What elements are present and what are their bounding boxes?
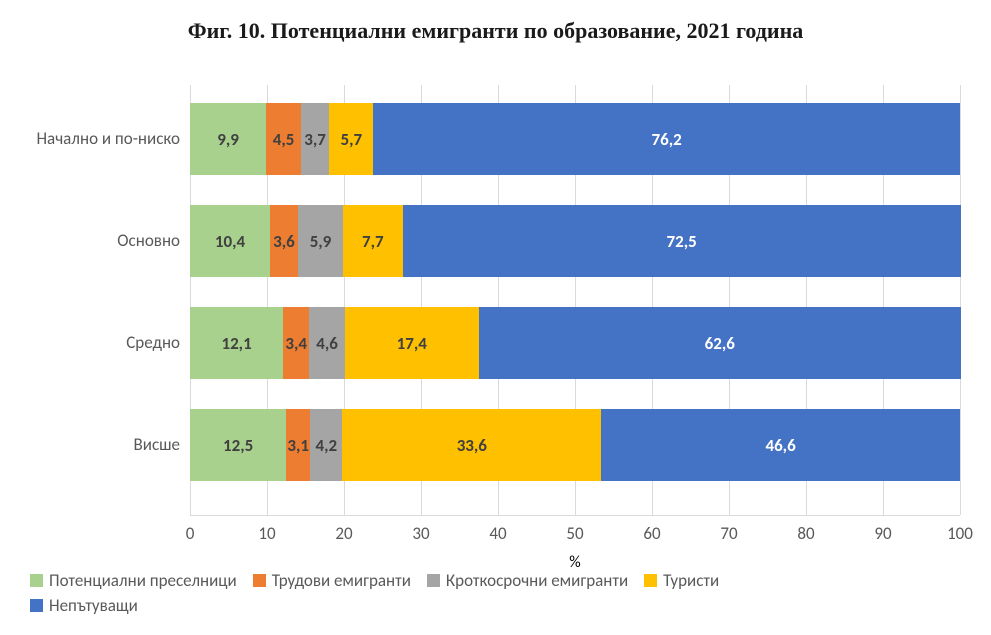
bar-segment [283, 307, 309, 379]
x-tick-label: 40 [489, 523, 506, 544]
bar-segment [309, 307, 344, 379]
bar-segment [190, 307, 283, 379]
legend-item: Трудови емигранти [253, 570, 411, 591]
legend-swatch [427, 574, 440, 587]
x-tick-label: 70 [720, 523, 737, 544]
bar-segment [403, 205, 961, 277]
bar-row: 9,94,53,75,776,2 [190, 103, 960, 175]
bar-row: 10,43,65,97,772,5 [190, 205, 960, 277]
bar-segment [301, 103, 329, 175]
x-tick-label: 10 [258, 523, 275, 544]
legend-swatch [30, 599, 43, 612]
x-tick-label: 60 [643, 523, 660, 544]
x-tick-label: 30 [412, 523, 429, 544]
category-label: Висше [10, 434, 180, 455]
bar-segment [298, 205, 343, 277]
x-tick-label: 0 [186, 523, 195, 544]
bar-row: 12,53,14,233,646,6 [190, 409, 960, 481]
x-tick-label: 80 [797, 523, 814, 544]
legend-item: Туристи [644, 570, 719, 591]
legend-swatch [30, 574, 43, 587]
bar-segment [479, 307, 961, 379]
legend-label: Туристи [663, 570, 719, 591]
x-tick-label: 50 [566, 523, 583, 544]
category-label: Начално и по-ниско [10, 128, 180, 149]
bar-segment [373, 103, 960, 175]
category-label: Основно [10, 230, 180, 251]
legend-label: Кроткосрочни емигранти [446, 570, 628, 591]
legend-swatch [253, 574, 266, 587]
legend-item: Кроткосрочни емигранти [427, 570, 628, 591]
bar-segment [270, 205, 298, 277]
chart-plot-area: 9,94,53,75,776,2 10,43,65,97,772,5 12,13,4… [190, 85, 960, 515]
bar-segment [601, 409, 960, 481]
bar-segment [343, 205, 402, 277]
bar-segment [310, 409, 342, 481]
legend-label: Потенциални преселници [49, 570, 237, 591]
bar-segment [190, 103, 266, 175]
bar-segment [329, 103, 373, 175]
legend-label: Трудови емигранти [272, 570, 411, 591]
bar-segment [345, 307, 479, 379]
gridline [960, 85, 961, 515]
x-tick-label: 90 [874, 523, 891, 544]
bar-segment [342, 409, 601, 481]
bar-row: 12,13,44,617,462,6 [190, 307, 960, 379]
bar-segment [190, 205, 270, 277]
x-tick-label: 20 [335, 523, 352, 544]
legend-item: Непътуващи [30, 595, 138, 616]
legend-item: Потенциални преселници [30, 570, 237, 591]
category-label: Средно [10, 332, 180, 353]
x-axis-line [190, 515, 960, 516]
bar-segment [190, 409, 286, 481]
chart-legend: Потенциални преселници Трудови емигранти К… [30, 570, 960, 620]
bar-segment [286, 409, 310, 481]
x-tick-label: 100 [947, 523, 973, 544]
chart-title: Фиг. 10. Потенциални емигранти по образо… [0, 0, 991, 54]
legend-swatch [644, 574, 657, 587]
bar-segment [266, 103, 301, 175]
legend-label: Непътуващи [49, 595, 138, 616]
